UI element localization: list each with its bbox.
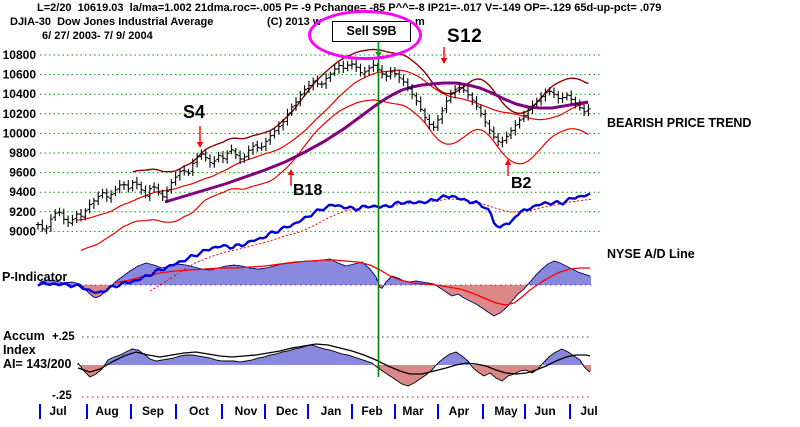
signal-label-b18: B18 [293, 182, 323, 199]
y-axis-tick-label: 10800 [3, 48, 37, 62]
y-axis-tick-label: 9000 [9, 224, 36, 238]
date-range-label: 6/ 27/ 2003- 7/ 9/ 2004 [42, 30, 153, 42]
month-label: Nov [235, 404, 258, 418]
b2-arrow-head [504, 159, 512, 165]
month-label: Aug [95, 404, 118, 418]
y-axis-tick-label: 10400 [3, 87, 37, 101]
ref-lines [40, 284, 592, 398]
ad-line [37, 192, 591, 294]
signal-label-s4: S4 [183, 102, 206, 122]
month-label: Feb [361, 404, 382, 418]
s12-arrow-head [440, 58, 448, 64]
copyright-tail: m [415, 16, 425, 28]
month-label: May [494, 404, 518, 418]
lower-band-line [80, 99, 589, 252]
header-stats-line: L=2/20 10619.03 la/ma=1.002 21dma.roc=-.… [37, 2, 662, 14]
y-axis-tick-label: 10200 [3, 107, 37, 121]
month-label: Jul [580, 404, 597, 418]
signal-arrows [196, 42, 512, 186]
month-axis: Jul Aug Sep Oct Nov Dec Jan Feb Mar Apr May Jun Jul [39, 404, 598, 419]
accum-label: Accum [3, 329, 45, 343]
y-axis-tick-label: 10600 [3, 68, 37, 82]
signal-label-s12: S12 [447, 26, 483, 47]
month-label: Dec [276, 404, 298, 418]
month-label: Oct [189, 404, 209, 418]
s4-arrow-head [196, 142, 204, 148]
signal-label-b2: B2 [511, 175, 532, 192]
y-axis-tick-label: 10000 [3, 126, 37, 140]
p-indicator-bars-ma [114, 259, 590, 306]
ohlc-bars [35, 59, 591, 235]
p-indicator-bars [39, 258, 591, 317]
accum-bars [77, 344, 591, 387]
ad-ma-line [149, 198, 593, 292]
y-axis-labels: 10800 10600 10400 10200 10000 9800 9600 9400 920… [3, 48, 37, 238]
y-axis-tick-label: 9600 [9, 166, 36, 180]
ai-value-label: AI= 143/200 [3, 357, 72, 371]
mid-band-line [76, 69, 589, 221]
month-label: Mar [402, 404, 424, 418]
index-label: Index [3, 343, 36, 357]
sell-signal-box: Sell S9B [332, 21, 411, 42]
month-label: Jul [49, 404, 66, 418]
bearish-trend-label: BEARISH PRICE TREND [607, 116, 752, 130]
p-indicator-label: P-Indicator [2, 270, 68, 284]
plus25-label: +.25 [52, 331, 75, 343]
month-label: Jan [321, 404, 342, 418]
b18-arrow-head [287, 169, 295, 175]
nyse-ad-line-label: NYSE A/D Line [607, 247, 695, 261]
accum-bars-ma [77, 343, 591, 375]
chart-title: DJIA-30 Dow Jones Industrial Average [10, 16, 214, 28]
month-label: Jun [534, 404, 555, 418]
minus25-label: -.25 [52, 390, 72, 402]
y-axis-tick-label: 9800 [9, 146, 36, 160]
y-axis-tick-label: 9400 [9, 185, 36, 199]
y-axis-tick-label: 9200 [9, 205, 36, 219]
month-label: Sep [142, 404, 164, 418]
upper-band-line [132, 48, 589, 173]
month-label: Apr [449, 404, 470, 418]
sell-arrow-head [375, 52, 382, 58]
copyright-text: (C) 2013 w [267, 16, 322, 28]
